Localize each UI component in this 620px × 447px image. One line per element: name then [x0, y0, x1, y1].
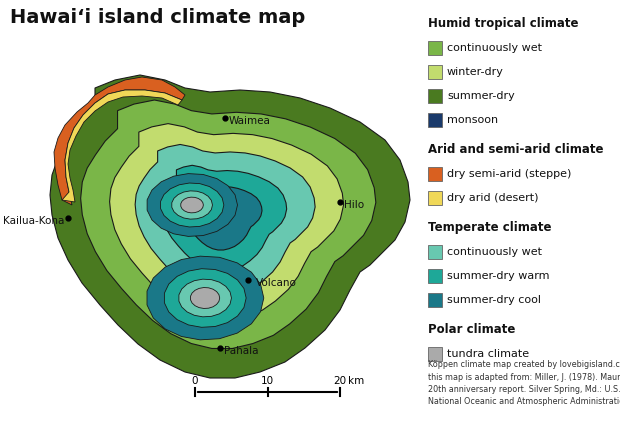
FancyBboxPatch shape [428, 41, 442, 55]
FancyBboxPatch shape [428, 89, 442, 103]
Text: Pahala: Pahala [224, 346, 259, 356]
Text: dry arid (desert): dry arid (desert) [447, 193, 539, 203]
Text: Arid and semi-arid climate: Arid and semi-arid climate [428, 143, 603, 156]
Text: Hawaiʻi island climate map: Hawaiʻi island climate map [10, 8, 305, 27]
FancyBboxPatch shape [428, 113, 442, 127]
Text: monsoon: monsoon [447, 115, 498, 125]
Text: tundra climate: tundra climate [447, 349, 529, 359]
Text: dry semi-arid (steppe): dry semi-arid (steppe) [447, 169, 572, 179]
Polygon shape [54, 77, 185, 205]
Text: Polar climate: Polar climate [428, 323, 515, 336]
Polygon shape [50, 75, 410, 378]
Text: summer-dry warm: summer-dry warm [447, 271, 549, 281]
Text: winter-dry: winter-dry [447, 67, 504, 77]
Polygon shape [164, 269, 246, 327]
FancyBboxPatch shape [428, 293, 442, 307]
Polygon shape [110, 124, 343, 320]
Polygon shape [161, 165, 286, 271]
Text: Kailua-Kona: Kailua-Kona [2, 216, 64, 226]
Text: Waimea: Waimea [229, 116, 271, 126]
Text: 20: 20 [334, 376, 347, 386]
Text: Humid tropical climate: Humid tropical climate [428, 17, 578, 30]
FancyBboxPatch shape [428, 167, 442, 181]
Polygon shape [81, 100, 376, 349]
Polygon shape [62, 90, 182, 202]
Text: Volcano: Volcano [256, 278, 297, 288]
Polygon shape [147, 173, 237, 236]
Text: summer-dry cool: summer-dry cool [447, 295, 541, 305]
Text: 10: 10 [261, 376, 274, 386]
Text: continuously wet: continuously wet [447, 247, 542, 257]
Polygon shape [181, 197, 203, 213]
Polygon shape [172, 191, 213, 219]
FancyBboxPatch shape [428, 191, 442, 205]
FancyBboxPatch shape [428, 245, 442, 259]
FancyBboxPatch shape [428, 347, 442, 361]
Text: summer-dry: summer-dry [447, 91, 515, 101]
Text: continuously wet: continuously wet [447, 43, 542, 53]
FancyBboxPatch shape [428, 269, 442, 283]
Text: Hilo: Hilo [344, 200, 364, 210]
Polygon shape [183, 183, 262, 250]
Text: km: km [348, 376, 365, 386]
Polygon shape [135, 144, 315, 296]
Polygon shape [161, 183, 224, 227]
Text: 0: 0 [192, 376, 198, 386]
Polygon shape [179, 279, 231, 317]
Polygon shape [147, 256, 264, 340]
Text: Köppen climate map created by lovebigisland.com
this map is adapted from: Miller: Köppen climate map created by lovebigisl… [428, 360, 620, 406]
Text: Temperate climate: Temperate climate [428, 221, 552, 234]
Polygon shape [190, 287, 219, 308]
FancyBboxPatch shape [428, 65, 442, 79]
